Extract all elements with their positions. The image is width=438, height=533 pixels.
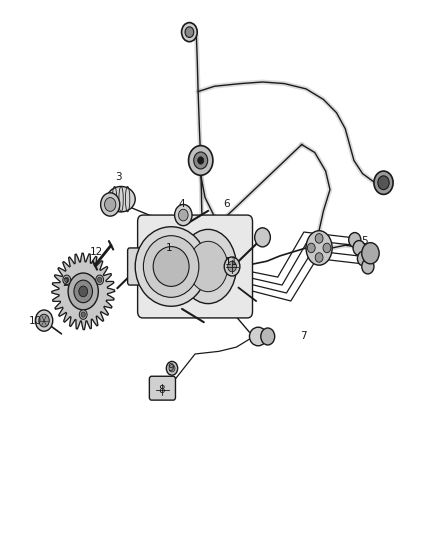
Circle shape — [175, 205, 192, 225]
Text: 3: 3 — [115, 172, 121, 182]
Text: 8: 8 — [158, 384, 165, 394]
Circle shape — [315, 253, 323, 262]
Ellipse shape — [135, 227, 207, 306]
Circle shape — [353, 240, 365, 255]
Circle shape — [74, 280, 92, 303]
Circle shape — [261, 328, 275, 345]
Circle shape — [188, 146, 213, 175]
Text: 9: 9 — [167, 364, 173, 373]
Ellipse shape — [153, 247, 189, 286]
Ellipse shape — [107, 187, 135, 212]
Circle shape — [96, 275, 104, 285]
Circle shape — [81, 312, 85, 317]
Text: 5: 5 — [361, 236, 368, 246]
Circle shape — [79, 286, 88, 297]
Text: 11: 11 — [225, 257, 238, 267]
Circle shape — [362, 259, 374, 274]
Circle shape — [105, 198, 116, 212]
Polygon shape — [52, 253, 115, 329]
Circle shape — [179, 209, 188, 221]
Circle shape — [378, 176, 389, 190]
Circle shape — [64, 277, 69, 282]
Circle shape — [101, 193, 120, 216]
FancyBboxPatch shape — [149, 376, 176, 400]
Circle shape — [169, 365, 175, 372]
Text: 10: 10 — [29, 316, 42, 326]
Circle shape — [63, 275, 71, 285]
Circle shape — [362, 243, 379, 264]
Ellipse shape — [180, 229, 237, 304]
Circle shape — [224, 257, 240, 276]
FancyBboxPatch shape — [127, 248, 147, 285]
Circle shape — [349, 232, 361, 247]
Circle shape — [254, 228, 270, 247]
Circle shape — [228, 261, 237, 272]
Circle shape — [323, 243, 331, 253]
Circle shape — [374, 171, 393, 195]
Circle shape — [315, 233, 323, 243]
Circle shape — [98, 277, 102, 282]
Ellipse shape — [143, 236, 199, 297]
Circle shape — [194, 152, 208, 169]
Circle shape — [307, 243, 315, 253]
Circle shape — [35, 310, 53, 331]
Circle shape — [166, 361, 178, 375]
Circle shape — [185, 27, 194, 37]
Text: 1: 1 — [166, 243, 172, 253]
Ellipse shape — [306, 231, 332, 265]
Text: 2: 2 — [63, 278, 69, 288]
Circle shape — [79, 310, 87, 319]
Text: 4: 4 — [179, 199, 185, 209]
Text: 12: 12 — [90, 247, 103, 257]
Circle shape — [68, 273, 98, 310]
Ellipse shape — [250, 327, 267, 346]
Circle shape — [182, 22, 197, 42]
Circle shape — [357, 251, 370, 266]
Circle shape — [39, 314, 49, 327]
Ellipse shape — [188, 241, 228, 292]
Text: 6: 6 — [223, 199, 230, 209]
Circle shape — [198, 157, 204, 164]
Text: 7: 7 — [300, 332, 307, 342]
FancyBboxPatch shape — [138, 215, 253, 318]
